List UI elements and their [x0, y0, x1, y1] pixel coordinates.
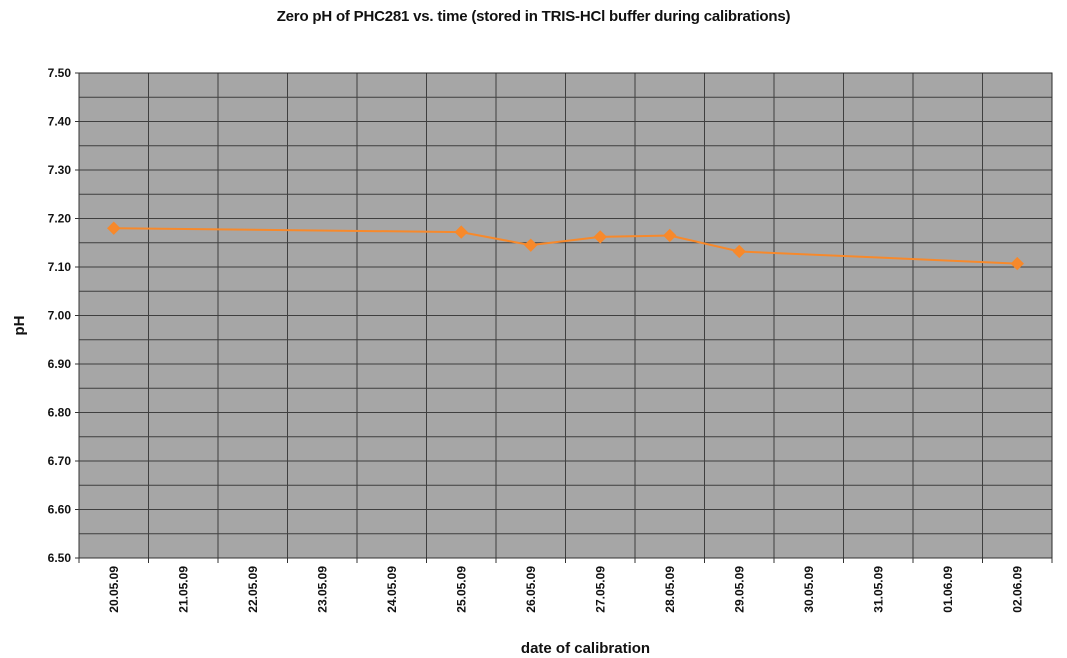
x-tick-label: 01.06.09: [941, 566, 955, 613]
data-point-marker: [663, 228, 677, 243]
x-tick-label: 27.05.09: [593, 566, 607, 613]
y-axis-label: pH: [11, 316, 28, 336]
data-point-marker: [524, 238, 538, 252]
y-tick-label: 6.50: [48, 551, 72, 565]
x-axis-label: date of calibration: [521, 640, 650, 657]
x-tick-label: 26.05.09: [524, 566, 538, 613]
x-tick-label: 02.06.09: [1010, 566, 1024, 613]
x-tick-label: 29.05.09: [732, 566, 746, 613]
data-point-marker: [454, 225, 468, 239]
data-point-marker: [107, 221, 121, 235]
x-axis: 20.05.09 21.05.09 22.05.09 23.05.09 24.05.09…: [78, 557, 1053, 613]
y-tick-label: 7.30: [48, 163, 72, 177]
series-layer: [107, 221, 1024, 271]
y-tick-label: 7.20: [48, 212, 72, 226]
x-tick-label: 22.05.09: [246, 566, 260, 613]
gridlines: [78, 72, 1053, 559]
y-tick-label: 6.60: [48, 503, 72, 517]
x-tick-label: 30.05.09: [802, 566, 816, 613]
y-axis: 6.50 6.60 6.70 6.80 6.90 7.00 7.10 7.20 7.30 7.40…: [48, 66, 80, 565]
x-tick-label: 24.05.09: [385, 566, 399, 613]
y-tick-label: 7.10: [48, 260, 72, 274]
y-tick-label: 6.90: [48, 357, 72, 371]
x-tick-label: 31.05.09: [871, 566, 885, 613]
x-tick-label: 25.05.09: [454, 566, 468, 613]
y-tick-label: 7.50: [48, 66, 72, 80]
data-point-marker: [732, 244, 746, 259]
x-tick-label: 20.05.09: [107, 566, 121, 613]
x-tick-label: 21.05.09: [176, 566, 190, 613]
chart-title: Zero pH of PHC281 vs. time (stored in TR…: [276, 8, 791, 25]
data-point-marker: [1010, 256, 1024, 271]
y-tick-label: 7.40: [48, 115, 72, 129]
data-point-marker: [593, 230, 607, 244]
y-tick-label: 7.00: [48, 309, 72, 323]
y-tick-label: 6.70: [48, 454, 72, 468]
x-tick-label: 23.05.09: [315, 566, 329, 613]
y-tick-label: 6.80: [48, 406, 72, 420]
x-tick-label: 28.05.09: [663, 566, 677, 613]
